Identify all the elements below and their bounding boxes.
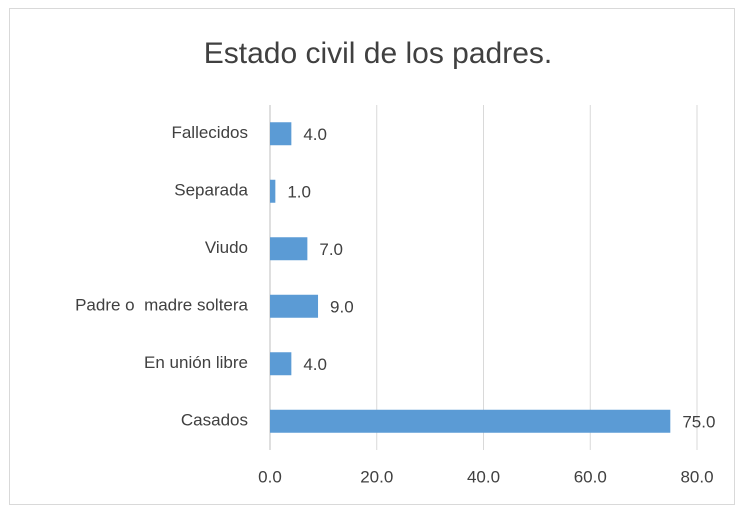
bar <box>270 294 319 318</box>
x-tick-label: 20.0 <box>360 467 393 486</box>
x-tick-label: 40.0 <box>467 467 500 486</box>
value-label: 7.0 <box>319 240 343 259</box>
x-tick-label: 60.0 <box>574 467 607 486</box>
bar <box>270 122 292 146</box>
y-tick-label: En unión libre <box>144 353 248 372</box>
y-tick-label: Casados <box>181 411 248 430</box>
y-tick-label: Viudo <box>205 238 248 257</box>
y-tick-label: Fallecidos <box>171 123 248 142</box>
value-label: 1.0 <box>287 183 311 202</box>
value-label: 4.0 <box>303 125 327 144</box>
bar <box>270 179 276 203</box>
bar <box>270 237 308 261</box>
y-tick-label: Separada <box>174 181 248 200</box>
x-tick-label: 0.0 <box>258 467 282 486</box>
chart-title: Estado civil de los padres. <box>204 37 553 70</box>
y-tick-label: Padre o madre soltera <box>75 296 248 315</box>
x-tick-label: 80.0 <box>680 467 713 486</box>
value-label: 9.0 <box>330 298 354 317</box>
value-label: 75.0 <box>682 413 715 432</box>
value-label: 4.0 <box>303 355 327 374</box>
bar <box>270 409 671 433</box>
bar <box>270 352 292 376</box>
